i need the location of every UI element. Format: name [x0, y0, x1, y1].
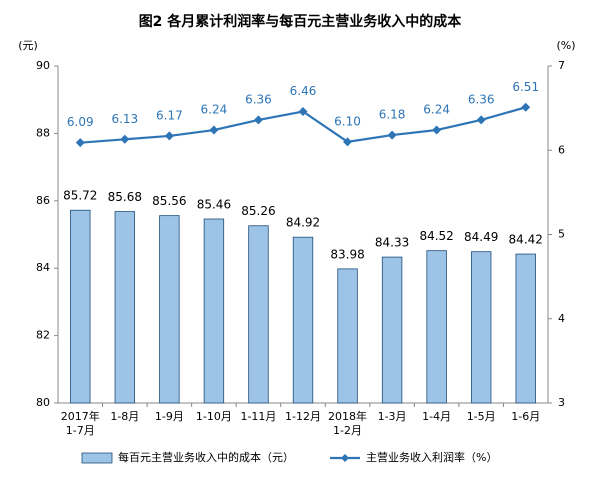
x-tick-label: 1-12月	[285, 410, 321, 423]
line-marker	[432, 125, 442, 135]
line-marker	[253, 115, 263, 125]
x-tick-label: 1-4月	[422, 410, 451, 423]
bar-value-label: 85.56	[152, 194, 186, 208]
line-marker	[521, 102, 531, 112]
y-tick-label: 88	[36, 126, 50, 139]
legend-swatch	[81, 452, 113, 464]
bar	[381, 256, 403, 404]
x-tick-label: 1-8月	[110, 410, 139, 423]
y-tick-label: 86	[36, 194, 50, 207]
bar	[70, 209, 91, 404]
y-axis-label: (元)	[18, 39, 38, 52]
line-marker	[343, 137, 353, 147]
bar-value-label: 84.33	[375, 236, 409, 250]
line-value-label: 6.36	[245, 92, 272, 106]
line-marker	[120, 134, 130, 144]
line-value-label: 6.24	[423, 103, 450, 117]
bar-value-label: 83.98	[330, 247, 364, 261]
bar-value-label: 85.68	[108, 190, 142, 204]
x-tick-label: 1-10月	[196, 410, 232, 423]
y2-tick-label: 7	[558, 59, 565, 72]
legend-label: 主营业务收入利润率（%）	[366, 450, 497, 464]
line-value-label: 6.17	[156, 108, 183, 122]
bar-value-label: 85.26	[241, 204, 275, 218]
x-tick-label: 1-11月	[240, 410, 276, 423]
line-value-label: 6.36	[468, 92, 495, 106]
line-value-label: 6.13	[111, 112, 138, 126]
x-tick-label: 1-5月	[467, 410, 496, 423]
line-value-label: 6.10	[334, 114, 361, 128]
bar	[248, 225, 269, 404]
line-marker	[387, 130, 397, 140]
bar	[114, 211, 136, 404]
line-value-label: 6.09	[67, 115, 94, 129]
x-tick-label: 1-6月	[511, 410, 540, 423]
bar-value-label: 84.92	[286, 216, 320, 230]
line-marker	[298, 106, 308, 116]
line-marker	[75, 138, 85, 148]
bar-value-label: 84.42	[509, 233, 543, 247]
bar	[426, 250, 447, 404]
bar	[159, 215, 180, 404]
y-tick-label: 80	[36, 396, 50, 409]
line-value-label: 6.46	[290, 84, 317, 98]
y-tick-label: 82	[36, 329, 50, 342]
bar-value-label: 85.46	[197, 197, 231, 211]
line-value-label: 6.51	[512, 80, 539, 94]
y2-tick-label: 6	[558, 143, 565, 156]
y2-tick-label: 3	[558, 396, 565, 409]
x-tick-label: 2017年 1-7月	[61, 409, 100, 437]
y2-tick-label: 4	[558, 312, 565, 325]
line-value-label: 6.18	[379, 108, 406, 122]
x-tick-label: 2018年 1-2月	[328, 409, 367, 437]
y-tick-label: 90	[36, 59, 50, 72]
line-value-label: 6.24	[201, 103, 228, 117]
legend-label: 每百元主营业务收入中的成本（元）	[118, 450, 294, 464]
chart-title: 图2 各月累计利润率与每百元主营业务收入中的成本	[139, 13, 463, 30]
line-marker	[209, 125, 219, 135]
y2-axis-label: (%)	[556, 39, 575, 52]
bar	[515, 253, 536, 404]
bar	[203, 218, 225, 404]
bar	[470, 251, 492, 404]
y-tick-label: 84	[36, 261, 50, 274]
bar	[292, 236, 314, 404]
bar-value-label: 84.49	[464, 230, 498, 244]
bar	[337, 268, 358, 404]
bar-value-label: 85.72	[63, 189, 97, 203]
line-marker	[476, 115, 486, 125]
x-tick-label: 1-9月	[155, 410, 184, 423]
legend-marker	[341, 454, 349, 462]
line-marker	[164, 131, 174, 141]
bar-value-label: 84.52	[419, 229, 453, 243]
x-tick-label: 1-3月	[378, 410, 407, 423]
y2-tick-label: 5	[558, 228, 565, 241]
